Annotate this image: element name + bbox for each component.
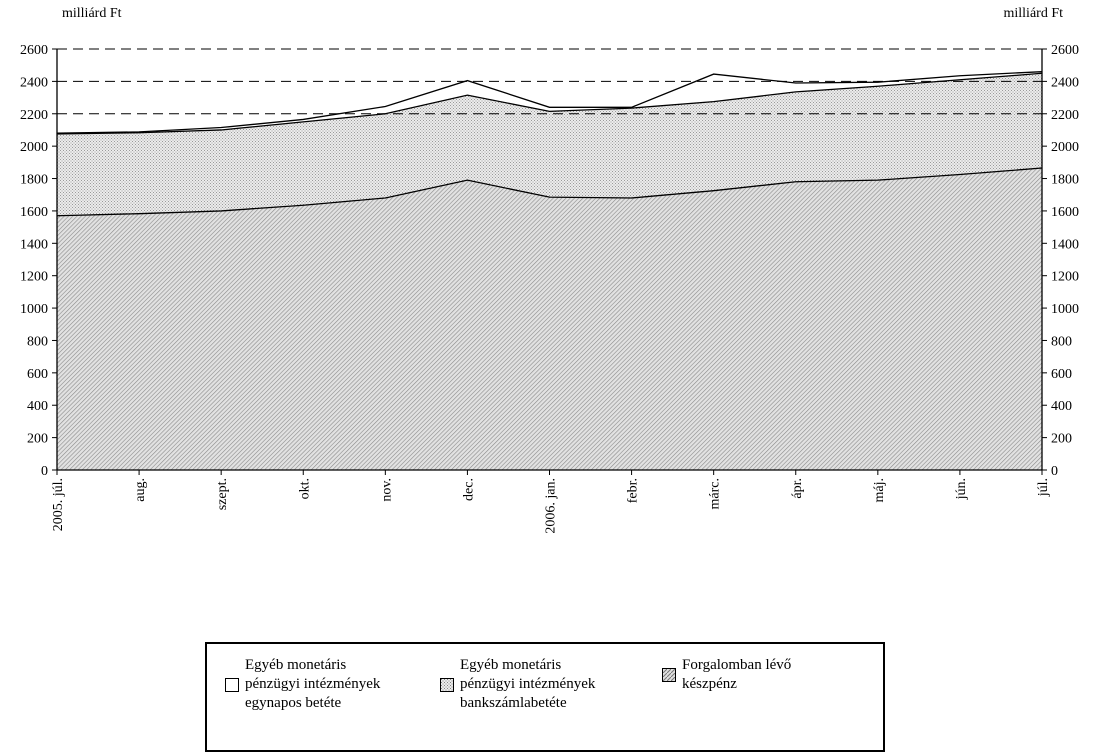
y-tick-label: 1600	[20, 205, 48, 220]
y-tick-label: 2200	[20, 108, 48, 123]
x-tick-label: ápr.	[790, 478, 805, 499]
y-tick-labels-right: 0 200 400 600 800 1000 1200 1400 1600 1800 2000 220…	[1051, 43, 1079, 479]
x-tick-label: márc.	[708, 478, 723, 509]
line-overnight-deposit	[56, 71, 1043, 134]
line-current-account-deposit	[56, 72, 1043, 135]
x-tick-label: szept.	[215, 478, 230, 510]
y-tick-label: 1400	[1051, 237, 1079, 252]
legend-item-current-account-deposit: Egyéb monetáris pénzügyi intézmények ban…	[440, 656, 595, 713]
legend-item-overnight-deposit: Egyéb monetáris pénzügyi intézmények egy…	[225, 656, 380, 713]
y-tick-label: 1000	[20, 302, 48, 317]
area-currency-in-circulation	[57, 168, 1042, 470]
x-tick-label: júl.	[1036, 478, 1051, 497]
x-tick-labels: 2005. júl. aug. szept. okt. nov. dec. 2006. ja…	[51, 478, 1051, 534]
area-overnight-deposit	[57, 71, 1042, 135]
x-tick-label: okt.	[297, 478, 312, 499]
y-tick-label: 800	[1051, 334, 1072, 349]
line-currency-in-circulation	[56, 167, 1043, 217]
area-current-account-deposit	[57, 73, 1042, 216]
y-tick-label: 2400	[20, 75, 48, 90]
y-tick-label: 1600	[1051, 205, 1079, 220]
y-tick-label: 200	[1051, 432, 1072, 447]
y-tick-label: 2000	[20, 140, 48, 155]
legend-item-currency-in-circulation: Forgalomban lévő készpénz	[662, 656, 791, 694]
gridlines	[57, 48, 1042, 115]
y-tick-label: 2000	[1051, 140, 1079, 155]
y-tick-labels-left: 0 200 400 600 800 1000 1200 1400 1600 1800 2000 220…	[20, 43, 48, 479]
legend: Egyéb monetáris pénzügyi intézmények egy…	[205, 642, 885, 752]
y-tick-label: 1200	[20, 270, 48, 285]
y-tick-label: 600	[27, 367, 48, 382]
legend-label: Forgalomban lévő készpénz	[682, 657, 792, 692]
legend-label: Egyéb monetáris pénzügyi intézmények ban…	[460, 657, 596, 711]
area-layers	[57, 71, 1042, 470]
axes	[52, 48, 1047, 475]
legend-label: Egyéb monetáris pénzügyi intézmények egy…	[245, 657, 381, 711]
x-tick-label: 2005. júl.	[51, 478, 66, 531]
y-axis-unit-right: milliárd Ft	[1003, 6, 1064, 21]
legend-swatch-dotted	[440, 677, 454, 692]
x-tick-label: febr.	[626, 478, 641, 503]
x-tick-label: dec.	[461, 478, 476, 501]
legend-swatch-white	[225, 677, 239, 692]
legend-swatch-hatched	[662, 668, 676, 682]
y-tick-label: 1800	[20, 173, 48, 188]
y-tick-label: 600	[1051, 367, 1072, 382]
y-tick-label: 2600	[20, 43, 48, 58]
y-tick-label: 2600	[1051, 43, 1079, 58]
y-tick-label: 800	[27, 334, 48, 349]
y-axis-unit-left: milliárd Ft	[62, 6, 122, 21]
x-tick-label: 2006. jan.	[544, 478, 559, 534]
series-lines	[56, 71, 1043, 217]
y-tick-label: 2400	[1051, 75, 1079, 90]
y-tick-label: 400	[1051, 399, 1072, 414]
y-tick-label: 1200	[1051, 270, 1079, 285]
y-tick-label: 0	[1051, 464, 1058, 479]
x-tick-label: máj.	[872, 478, 887, 503]
x-tick-label: jún.	[954, 478, 969, 500]
y-tick-label: 0	[41, 464, 48, 479]
y-tick-label: 1400	[20, 237, 48, 252]
x-tick-label: aug.	[133, 478, 148, 502]
y-tick-label: 400	[27, 399, 48, 414]
y-tick-label: 1000	[1051, 302, 1079, 317]
x-tick-label: nov.	[379, 478, 394, 502]
y-tick-label: 200	[27, 432, 48, 447]
y-tick-label: 2200	[1051, 108, 1079, 123]
y-tick-label: 1800	[1051, 173, 1079, 188]
